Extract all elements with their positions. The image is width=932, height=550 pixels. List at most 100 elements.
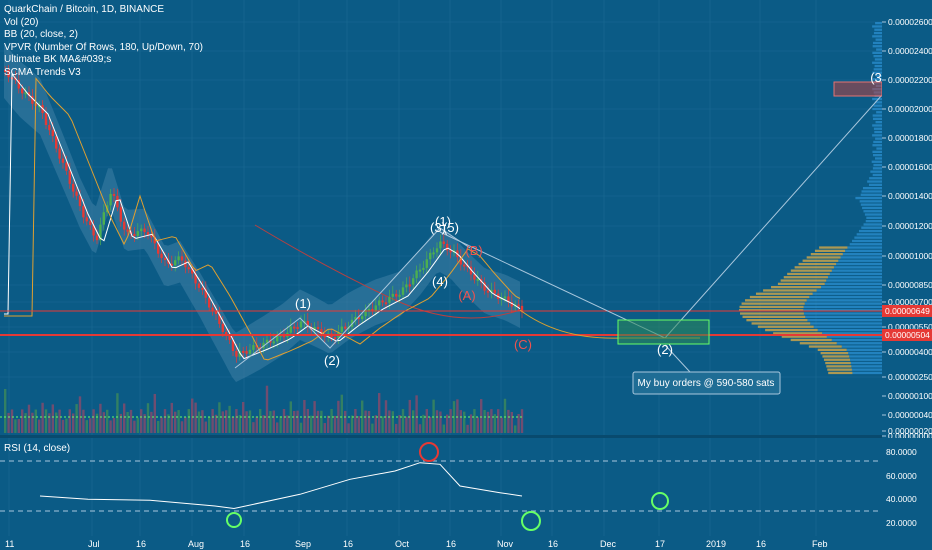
legend-scma[interactable]: SCMA Trends V3: [4, 66, 81, 78]
volume-bar: [27, 404, 31, 433]
candle-body: [265, 339, 269, 343]
volume-bar: [340, 394, 343, 433]
vpvr-bar: [771, 286, 821, 289]
volume-bar: [58, 409, 61, 433]
vpvr-bar: [873, 68, 882, 71]
time-axis[interactable]: 11 Jul 16 Aug 16 Sep 16 Oct 16 Nov 16 Dec 17 2019 16 Fe…: [0, 536, 882, 550]
volume-bar: [170, 402, 173, 433]
volume-bar: [218, 402, 221, 433]
support-price-tag: 0.00000504: [882, 329, 932, 341]
rsi-marker-jan: [651, 492, 669, 510]
time-tick-label: 17: [655, 539, 665, 549]
time-tick-label: 16: [548, 539, 558, 549]
wave-label: (2): [324, 353, 340, 368]
rsi-line: [39, 462, 523, 510]
vpvr-bar: [763, 289, 817, 292]
vpvr-bar: [874, 58, 882, 61]
candle-body: [99, 224, 102, 241]
candle-body: [221, 323, 224, 333]
vpvr-bar: [836, 262, 882, 266]
price-tick-label: 0.00002400: [888, 46, 932, 56]
pane-separator: [0, 435, 882, 438]
vpvr-bar: [781, 335, 827, 338]
candle-body: [313, 327, 316, 330]
long-ma-curve: [254, 224, 521, 319]
candle-body: [160, 253, 163, 258]
volume-bar: [405, 416, 408, 433]
legend-vpvr[interactable]: VPVR (Number Of Rows, 180, Up/Down, 70): [4, 41, 203, 53]
legend-volume[interactable]: Vol (20): [4, 16, 39, 28]
volume-bar: [150, 411, 153, 433]
candle-body: [116, 195, 119, 208]
volume-bar: [361, 400, 364, 433]
rsi-legend[interactable]: RSI (14, close): [4, 443, 71, 454]
legend-bollinger[interactable]: BB (20, close, 2): [4, 29, 78, 41]
vpvr-bar: [773, 332, 823, 335]
candle-body: [493, 289, 496, 294]
candle-body: [350, 319, 354, 327]
time-tick-label: 16: [240, 539, 250, 549]
candle-body: [425, 259, 428, 268]
volume-bar: [459, 410, 462, 433]
vpvr-bar: [862, 187, 882, 190]
vpvr-bar: [875, 38, 882, 41]
symbol-title[interactable]: QuarkChain / Bitcoin, 1D, BINANCE: [4, 4, 165, 15]
volume-bar: [374, 415, 377, 433]
candle-body: [119, 207, 122, 222]
volume-bar: [490, 409, 493, 433]
buy-zone-box[interactable]: [617, 319, 710, 345]
vpvr-bar: [777, 282, 825, 285]
volume-bar: [95, 413, 99, 433]
volume-bar: [344, 410, 347, 433]
volume-bar: [92, 409, 95, 433]
vpvr-bar: [873, 154, 882, 157]
volume-bar: [395, 423, 398, 433]
volume-bar: [143, 414, 146, 433]
vpvr-bar: [842, 253, 882, 256]
volume-bar: [4, 389, 7, 433]
vpvr-bar: [872, 25, 882, 28]
buy-orders-callout[interactable]: My buy orders @ 590-580 sats: [632, 344, 781, 395]
candle-body: [197, 283, 201, 288]
volume-bar: [129, 409, 133, 433]
volume-bar: [136, 417, 139, 433]
vpvr-bar: [876, 147, 882, 150]
legend-ultimate-ma[interactable]: Ultimate BK MA&#039;s: [4, 54, 112, 66]
volume-bar: [82, 409, 85, 433]
candle-body: [245, 351, 248, 354]
vpvr-bar: [826, 335, 882, 338]
volume-bar: [449, 409, 452, 433]
volume-bar: [191, 398, 194, 433]
volume-bar: [245, 411, 248, 433]
volume-bar: [480, 399, 483, 433]
rsi-axis[interactable]: 80.0000 60.0000 40.0000 20.0000: [882, 438, 932, 536]
vpvr-bar: [872, 107, 882, 111]
candle-body: [486, 290, 490, 293]
time-tick-label: Jul: [88, 539, 100, 549]
vpvr-bar: [814, 249, 846, 252]
vpvr-bar: [872, 45, 882, 48]
candle-body: [310, 326, 313, 330]
volume-bar: [119, 413, 122, 433]
candle-body: [517, 304, 520, 307]
candle-body: [391, 293, 394, 297]
vpvr-bar: [790, 269, 832, 272]
candle-body: [85, 217, 88, 222]
candle-body: [153, 236, 156, 244]
candle-body: [177, 256, 180, 261]
vpvr-bar: [864, 213, 882, 216]
vpvr-bar: [861, 190, 882, 193]
candle-body: [473, 274, 476, 280]
vpvr-bar: [831, 269, 882, 272]
vpvr-bar: [765, 328, 818, 332]
volume-bar: [330, 409, 333, 433]
vpvr-bar: [874, 64, 882, 68]
vpvr-bar: [841, 345, 882, 348]
time-tick-label: Oct: [395, 539, 410, 549]
vpvr-bar: [836, 342, 882, 345]
volume-bar: [235, 409, 238, 433]
vpvr-bar: [872, 134, 882, 137]
vpvr-bar: [804, 302, 882, 305]
vpvr-bar: [872, 78, 882, 81]
